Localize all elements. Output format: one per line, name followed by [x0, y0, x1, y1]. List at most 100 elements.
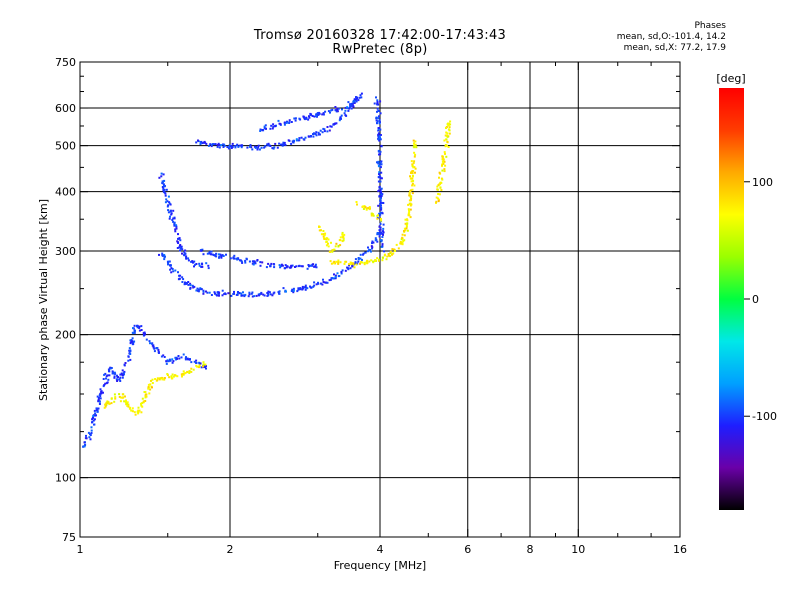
data-point-x: [124, 396, 126, 398]
data-point-x: [413, 142, 415, 144]
data-point-x: [193, 369, 195, 371]
data-point-o: [99, 401, 101, 403]
data-point-o: [267, 294, 269, 296]
data-point-o: [139, 330, 141, 332]
data-point-o: [313, 133, 315, 135]
data-point-x: [412, 166, 414, 168]
data-point-o: [187, 257, 189, 259]
data-point-o: [172, 221, 174, 223]
data-point-o: [280, 123, 282, 125]
data-point-o: [312, 136, 314, 138]
data-point-o: [376, 122, 378, 124]
data-point-x: [439, 172, 441, 174]
data-point-o: [338, 275, 340, 277]
data-point-o: [141, 329, 143, 331]
data-point-o: [259, 130, 261, 132]
data-point-x: [172, 374, 174, 376]
data-point-x: [364, 206, 366, 208]
colorbar-unit-label: [deg]: [716, 72, 745, 85]
data-point-o: [211, 294, 213, 296]
x-tick-label: 1: [77, 543, 84, 556]
data-point-o: [380, 192, 382, 194]
data-point-x: [327, 243, 329, 245]
data-point-x: [413, 146, 415, 148]
data-point-x: [439, 182, 441, 184]
data-point-o: [204, 366, 206, 368]
data-point-o: [189, 359, 191, 361]
data-point-x: [447, 123, 449, 125]
data-point-o: [95, 414, 97, 416]
data-point-o: [195, 360, 197, 362]
data-point-x: [414, 172, 416, 174]
data-point-o: [367, 250, 369, 252]
data-point-x: [409, 199, 411, 201]
data-point-x: [204, 364, 206, 366]
data-point-x: [386, 258, 388, 260]
data-point-x: [415, 145, 417, 147]
data-point-o: [181, 253, 183, 255]
data-point-o: [310, 136, 312, 138]
data-point-o: [177, 233, 179, 235]
data-point-o: [228, 147, 230, 149]
data-point-o: [333, 123, 335, 125]
data-point-o: [381, 177, 383, 179]
data-point-x: [408, 214, 410, 216]
data-point-o: [291, 121, 293, 123]
data-point-o: [169, 203, 171, 205]
data-point-x: [391, 248, 393, 250]
data-point-o: [360, 254, 362, 256]
data-point-o: [223, 146, 225, 148]
data-point-o: [312, 263, 314, 265]
data-point-o: [146, 339, 148, 341]
data-point-o: [335, 276, 337, 278]
data-point-o: [234, 146, 236, 148]
data-point-x: [435, 201, 437, 203]
data-point-o: [179, 275, 181, 277]
data-point-o: [379, 119, 381, 121]
data-point-o: [273, 148, 275, 150]
data-point-o: [218, 253, 220, 255]
data-point-o: [220, 144, 222, 146]
data-point-x: [144, 391, 146, 393]
data-point-o: [259, 261, 261, 263]
data-point-o: [181, 276, 183, 278]
data-point-x: [183, 370, 185, 372]
data-point-o: [284, 267, 286, 269]
data-point-o: [252, 260, 254, 262]
data-point-x: [203, 363, 205, 365]
data-point-x: [414, 156, 416, 158]
data-point-x: [190, 368, 192, 370]
y-tick-label: 75: [62, 531, 76, 544]
data-point-o: [324, 282, 326, 284]
data-point-x: [439, 193, 441, 195]
colorbar-tick-label: -100: [752, 410, 777, 423]
data-point-x: [339, 244, 341, 246]
data-point-x: [351, 262, 353, 264]
data-point-o: [253, 264, 255, 266]
data-point-o: [322, 279, 324, 281]
data-point-x: [392, 252, 394, 254]
data-point-o: [327, 282, 329, 284]
colorbar-tick-label: 0: [752, 293, 759, 306]
data-point-o: [94, 410, 96, 412]
data-point-o: [174, 230, 176, 232]
data-point-o: [217, 146, 219, 148]
data-point-o: [103, 378, 105, 380]
data-point-o: [293, 140, 295, 142]
data-point-x: [406, 226, 408, 228]
data-point-x: [341, 233, 343, 235]
data-point-o: [190, 284, 192, 286]
data-point-x: [413, 185, 415, 187]
data-point-o: [168, 196, 170, 198]
data-point-o: [163, 258, 165, 260]
data-point-x: [406, 219, 408, 221]
data-point-x: [343, 234, 345, 236]
data-point-o: [371, 241, 373, 243]
data-point-x: [414, 154, 416, 156]
data-point-o: [375, 237, 377, 239]
data-point-o: [170, 264, 172, 266]
data-point-x: [129, 407, 131, 409]
data-point-o: [176, 240, 178, 242]
data-point-o: [299, 287, 301, 289]
data-point-x: [366, 209, 368, 211]
